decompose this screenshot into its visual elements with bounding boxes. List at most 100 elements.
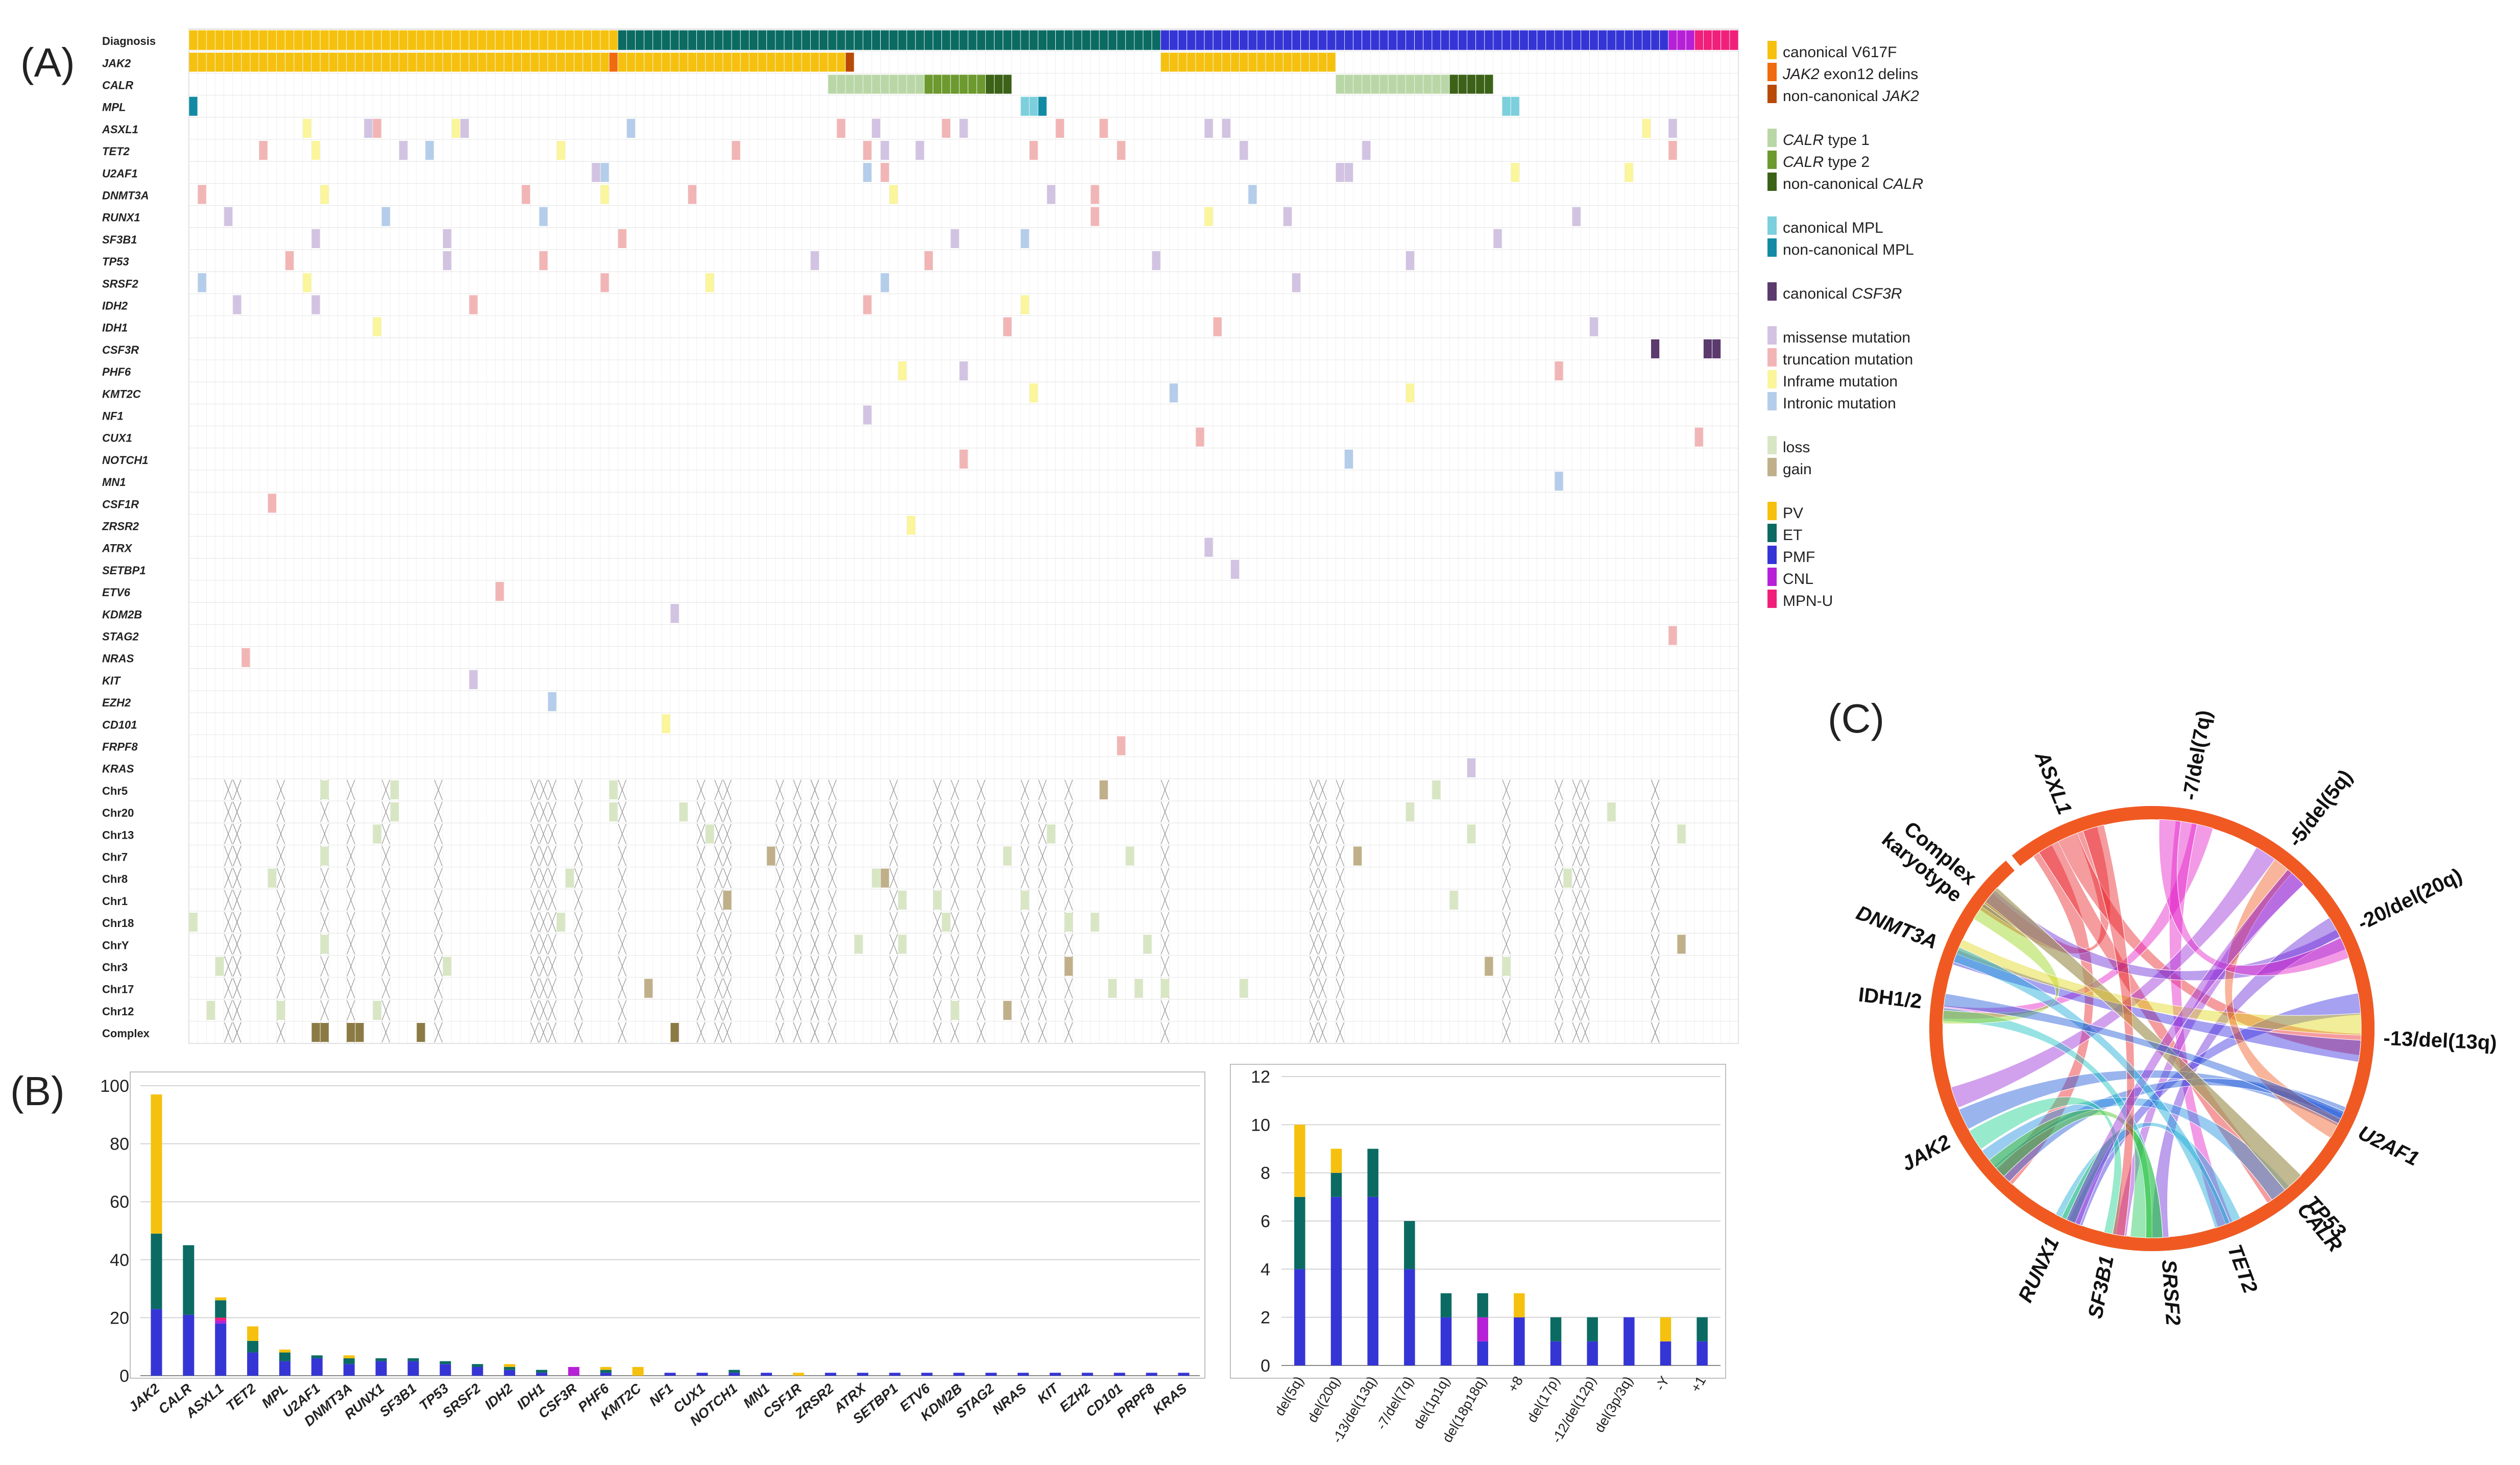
bar-pmf-12-del-12p [1587,1341,1598,1365]
mutation-cell [303,273,311,292]
mutation-cell [198,185,206,204]
not-assessed-cross [1555,1022,1563,1043]
diagnosis-cell [1651,30,1660,51]
bar-pmf-etv6 [921,1373,933,1376]
diagnosis-cell [1117,30,1126,51]
mutation-cell [802,53,810,72]
diagnosis-cell [617,30,627,51]
bar-et-del-1p1q [1440,1293,1452,1317]
not-assessed-cross [714,801,723,822]
bar-et-12-del-12p [1587,1317,1598,1341]
diagnosis-cell [390,30,399,51]
x-tick-label-nras: NRAS [989,1381,1029,1418]
not-assessed-cross [347,934,355,955]
mutation-cell [600,163,609,182]
mutation-cell [1029,96,1038,116]
not-assessed-cross [1064,846,1073,866]
not-assessed-cross [714,912,723,933]
not-assessed-cross [1064,890,1073,911]
not-assessed-cross [1160,956,1170,976]
row-label-mn1: MN1 [102,476,126,489]
mutation-cell [819,53,828,72]
mutation-cell [513,53,522,72]
legend-label-part: Inframe mutation [1783,373,1898,390]
diagnosis-cell [224,30,233,51]
not-assessed-cross [539,912,548,933]
diagnosis-cell [328,30,338,51]
diagnosis-cell [1493,30,1503,51]
not-assessed-cross [776,934,784,955]
mutation-cell [364,118,373,138]
y-tick-label: 80 [110,1135,129,1154]
diagnosis-cell [661,30,671,51]
diagnosis-cell [1528,30,1538,51]
not-assessed-cross [1318,978,1327,999]
not-assessed-cross [347,868,355,889]
not-assessed-cross [977,1000,985,1021]
cnv-cell [373,1000,381,1020]
mutation-cell [1432,75,1441,94]
not-assessed-cross [696,956,706,976]
bar-pmf-zrsr2 [825,1373,836,1376]
chord-label-idh1-2: IDH1/2 [1857,984,1923,1013]
diagnosis-cell [670,30,680,51]
mutation-cell [1056,118,1064,138]
not-assessed-cross [793,912,802,933]
mutation-cell [539,207,548,226]
mutation-cell [556,141,565,160]
not-assessed-cross [1336,846,1344,866]
not-assessed-cross [1572,823,1581,844]
legend-label: CALR type 2 [1783,154,1870,170]
legend-swatch-pmf [1767,546,1777,564]
legend-swatch-jak2_noncanonical [1767,85,1777,103]
legend-label-part: Intronic mutation [1783,395,1896,412]
not-assessed-cross [276,823,285,844]
not-assessed-cross [1064,934,1073,955]
mutation-cell [276,53,285,72]
bar-pmf-del-3p-3q [1624,1317,1635,1365]
mutation-cell [670,53,679,72]
row-label-idh1: IDH1 [102,322,128,334]
y-tick-label: 4 [1261,1260,1270,1279]
mutation-cell [1230,559,1240,579]
legend-label: gain [1783,461,1812,478]
x-tick-label-del-20q: del(20q) [1304,1374,1343,1425]
not-assessed-cross [723,846,732,866]
not-assessed-cross [1038,956,1047,976]
not-assessed-cross [276,868,285,889]
row-label-csf1r: CSF1R [102,498,139,510]
bar-pmf-srsf2 [472,1366,483,1376]
row-label-kdm2b: KDM2B [102,608,142,621]
not-assessed-cross [1336,1022,1344,1043]
bar-pmf-7-del-7q [1404,1269,1415,1365]
mutation-cell [1362,141,1371,160]
bar-et-idh2 [504,1366,516,1370]
bar-pmf-cd101 [1113,1373,1125,1376]
not-assessed-cross [233,846,241,866]
not-assessed-cross [977,823,985,844]
diagnosis-cell [976,30,986,51]
not-assessed-cross [1160,1000,1170,1021]
mutation-cell [1625,163,1633,182]
not-assessed-cross [1555,1000,1563,1021]
chord-label-dnmt3a: DNMT3A [1853,901,1941,954]
legend-swatch-cnl [1767,568,1777,586]
mutation-cell [793,53,802,72]
not-assessed-cross [1651,801,1660,822]
not-assessed-cross [548,956,556,976]
not-assessed-cross [714,978,723,999]
mutation-cell [1467,758,1476,777]
not-assessed-cross [1310,912,1318,933]
diagnosis-cell [1571,30,1581,51]
not-assessed-cross [276,912,285,933]
diagnosis-cell [1501,30,1511,51]
not-assessed-cross [714,1000,723,1021]
diagnosis-cell [1256,30,1266,51]
diagnosis-cell [1344,30,1353,51]
mutation-cell [268,494,276,513]
mutation-cell [495,582,504,601]
legend-label: non-canonical MPL [1783,241,1914,258]
oncoprint-panel: Diagnosis JAK2 CALR MPL ASXL1 TET2 U2AF1 DNMT3A… [102,29,1739,1044]
diagnosis-cell [591,30,601,51]
not-assessed-cross [1651,956,1660,976]
